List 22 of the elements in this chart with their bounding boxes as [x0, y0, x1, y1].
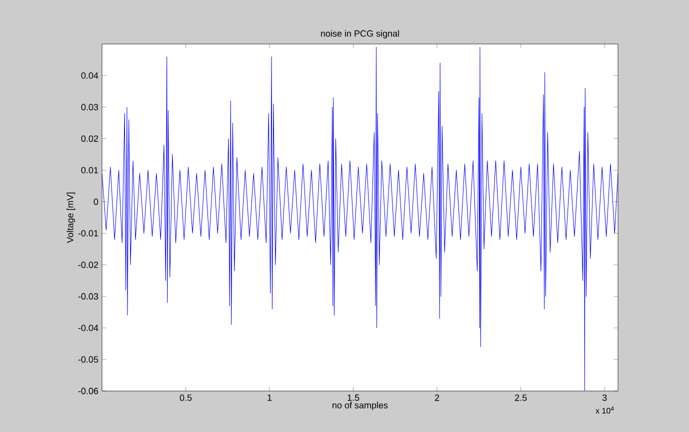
y-axis-title: Voltage [mV]: [66, 192, 76, 243]
y-tick-label: -0.06: [78, 388, 98, 394]
y-tick-label: 0.01: [81, 166, 98, 174]
y-tick-label: -0.02: [78, 262, 98, 268]
chart-title: noise in PCG signal: [321, 30, 399, 38]
y-tick-label: -0.05: [78, 356, 98, 363]
x-tick-label: 1: [268, 394, 272, 401]
x-axis-title: no of samples: [332, 402, 388, 410]
y-tick-label: -0.03: [78, 293, 98, 300]
y-tick-label: 0.04: [81, 72, 98, 79]
y-tick-label: 0.02: [81, 135, 98, 142]
y-tick-label: 0: [94, 198, 98, 205]
y-tick-label: -0.04: [78, 324, 98, 332]
y-tick-label: 0.03: [81, 104, 98, 110]
line-series: [102, 46, 618, 391]
text: x 10$^{4}$: [596, 406, 614, 414]
x-tick-label: 1.5: [348, 394, 360, 401]
x-tick-label: 2: [435, 394, 440, 401]
x-tick-label: 3: [602, 394, 607, 401]
y-tick-label: -0.01: [78, 230, 98, 236]
x-tick-label: 0.5: [180, 394, 192, 401]
x-tick-label: 2.5: [515, 394, 527, 401]
